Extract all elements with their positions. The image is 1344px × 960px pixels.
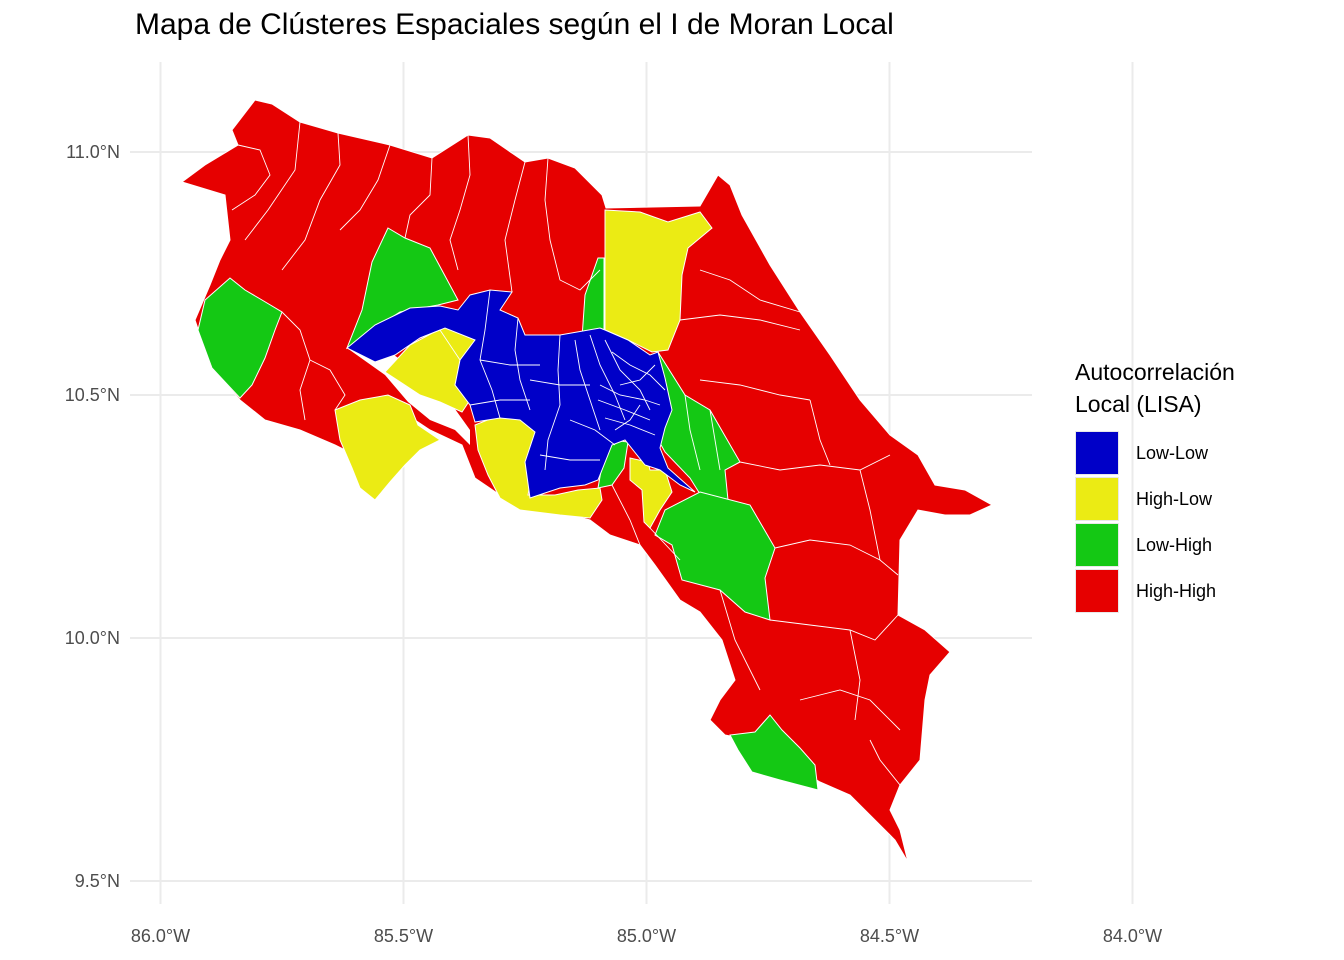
x-tick-label: 84.5°W xyxy=(860,926,919,946)
legend-key-high-low xyxy=(1075,477,1119,521)
low-low-region-central-valley xyxy=(346,289,696,499)
low-high-region-arenal xyxy=(345,227,459,350)
district-borders xyxy=(231,121,901,786)
high-low-region-dota xyxy=(629,457,673,529)
y-tick-label: 11.0°N xyxy=(66,142,120,162)
legend-item-low-high: Low-High xyxy=(1075,522,1335,568)
x-tick-label: 84.0°W xyxy=(1103,926,1162,946)
cluster-regions xyxy=(180,99,994,863)
legend-item-low-low: Low-Low xyxy=(1075,430,1335,476)
map-title: Mapa de Clústeres Espaciales según el I … xyxy=(135,8,894,41)
legend-item-high-low: High-Low xyxy=(1075,476,1335,522)
legend-title: Autocorrelación Local (LISA) xyxy=(1075,356,1335,420)
x-axis-tick-labels: 86.0°W85.5°W85.0°W84.5°W84.0°W83.5°W83.0… xyxy=(131,926,1162,946)
y-tick-label: 9.5°N xyxy=(75,871,120,891)
y-tick-label: 10.0°N xyxy=(65,628,120,648)
low-high-region-perez-zeledon xyxy=(654,491,776,621)
legend-label-high-high: High-High xyxy=(1136,580,1217,601)
y-tick-label: 10.5°N xyxy=(65,385,120,405)
legend-key-low-low xyxy=(1075,431,1119,475)
legend-key-low-high xyxy=(1075,523,1119,567)
low-high-region-guanacaste xyxy=(197,277,283,399)
gulf-of-nicoya xyxy=(347,345,470,445)
legend-label-low-low: Low-Low xyxy=(1136,442,1209,463)
legend-title-line2: Local (LISA) xyxy=(1075,391,1202,417)
legend-title-line1: Autocorrelación xyxy=(1075,359,1235,385)
y-axis-tick-labels: 11.0°N10.5°N10.0°N9.5°N9.0°N8.5°N8.0°N xyxy=(65,142,120,891)
high-low-region-nicoya xyxy=(334,394,441,501)
x-tick-label: 86.0°W xyxy=(131,926,190,946)
legend-label-high-low: High-Low xyxy=(1136,488,1213,509)
x-tick-label: 85.0°W xyxy=(617,926,676,946)
legend: Autocorrelación Local (LISA) Low-Low Hig… xyxy=(1075,356,1335,614)
low-high-region-osa xyxy=(729,714,819,791)
legend-item-high-high: High-High xyxy=(1075,568,1335,614)
legend-key-high-high xyxy=(1075,569,1119,613)
legend-label-low-high: Low-High xyxy=(1136,534,1213,555)
x-tick-label: 85.5°W xyxy=(374,926,433,946)
